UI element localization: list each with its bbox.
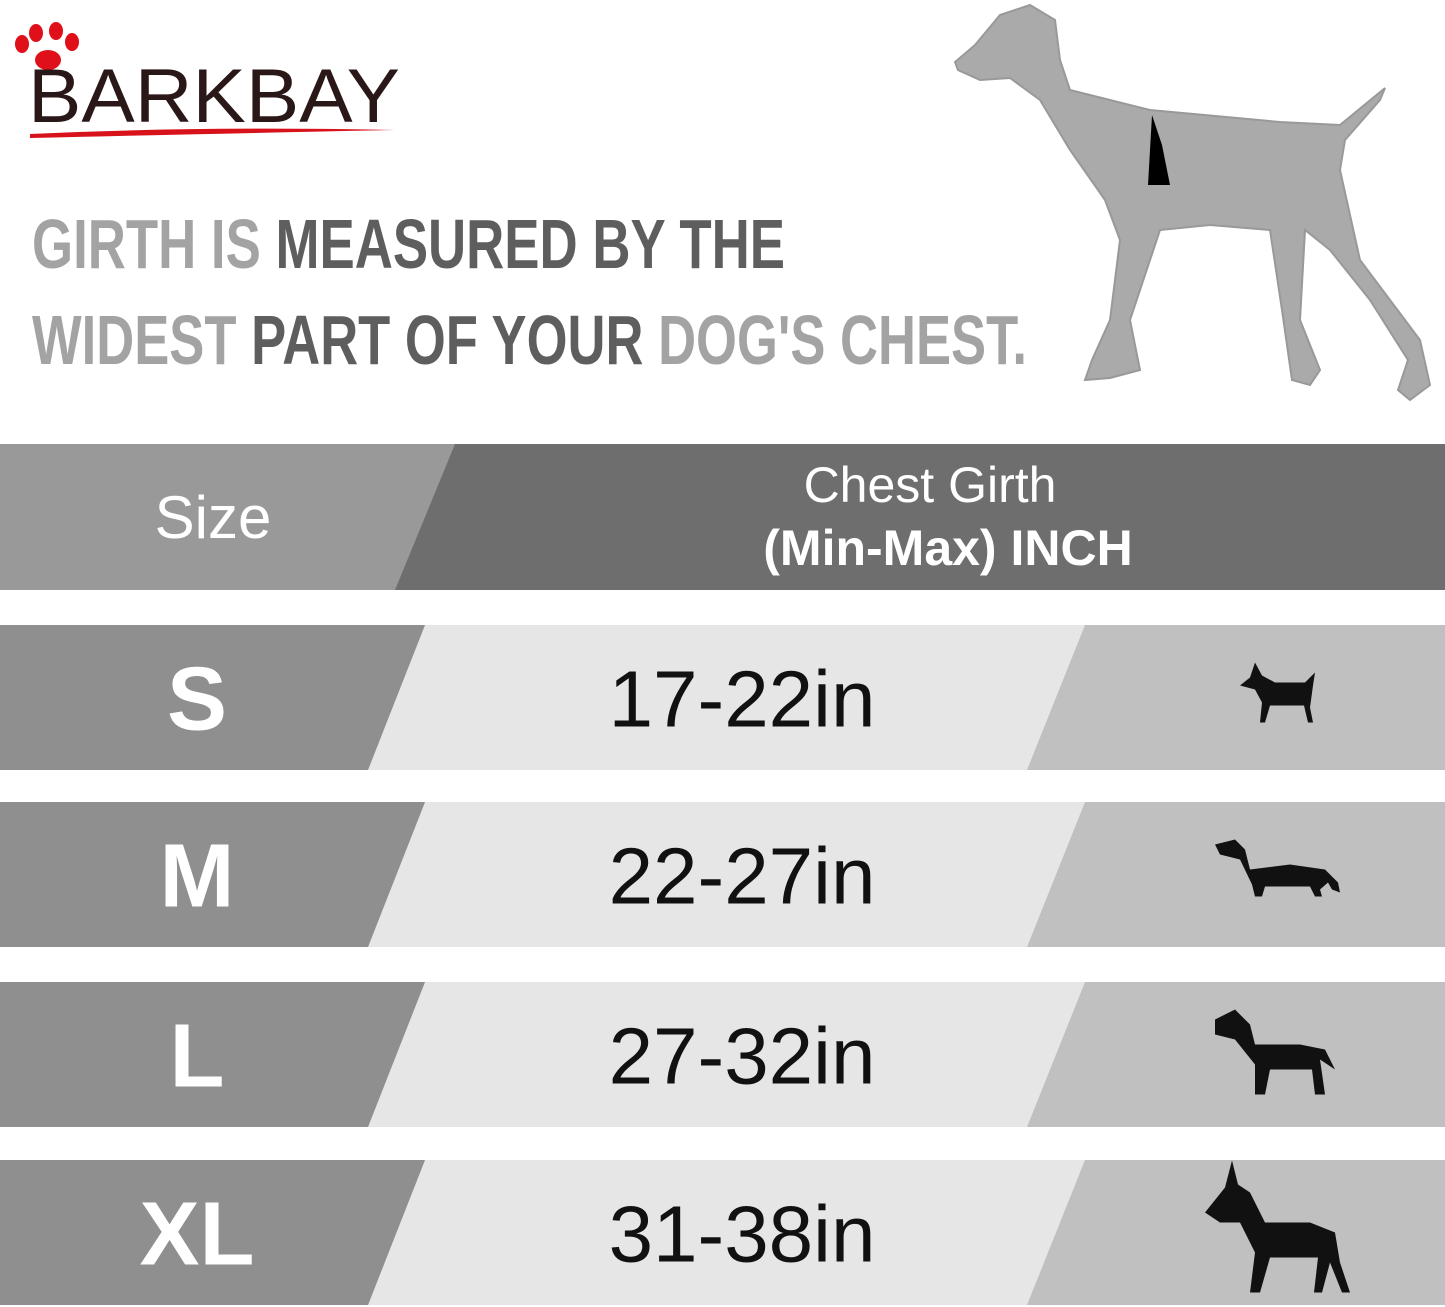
size-band (0, 625, 425, 770)
paw-icon (15, 22, 79, 70)
headline-line: GIRTH IS MEASURED BY THE (32, 205, 785, 283)
size-band (0, 802, 425, 947)
dog-illustration (953, 3, 1432, 402)
value-band (368, 982, 1085, 1127)
size-cell: L (170, 1007, 225, 1107)
headline-line: WIDEST PART OF YOUR DOG'S CHEST. (32, 301, 1027, 379)
logo: BARKBAY (15, 22, 400, 139)
size-cell: S (167, 650, 227, 750)
headline-segment: DOG'S CHEST. (658, 301, 1027, 379)
dog-icon (1240, 662, 1315, 723)
size-cell: M (160, 827, 235, 927)
table-row: XL 31-38in (0, 1160, 1445, 1305)
dog-icon (1215, 839, 1340, 897)
girth-cell: 22-27in (609, 832, 876, 921)
table-header: Size Chest Girth (Min-Max) INCH (0, 444, 1445, 590)
girth-cell: 17-22in (609, 655, 876, 744)
header-cell: Chest Girth (804, 457, 1057, 513)
girth-cell: 27-32in (609, 1012, 876, 1101)
header-cell: Size (155, 484, 272, 551)
brand: BARKBAY (28, 54, 400, 139)
value-band (368, 1160, 1085, 1305)
size-band (0, 1160, 425, 1305)
value-band (368, 802, 1085, 947)
underline (30, 128, 395, 138)
headline-segment: WIDEST (32, 301, 251, 379)
dog-icon (1215, 1009, 1335, 1095)
table-body: S 17-22in M 22-27in L 27-32in XL 31-38in (0, 625, 1445, 1305)
headline-segment: GIRTH IS (32, 205, 275, 283)
value-band (368, 625, 1085, 770)
dog-icon (1205, 1160, 1350, 1293)
girth-cell: 31-38in (609, 1190, 876, 1279)
header-cell: (Min-Max) INCH (763, 520, 1132, 576)
table-row: L 27-32in (0, 982, 1445, 1127)
headline-segment: MEASURED BY THE (275, 205, 785, 283)
table-row: S 17-22in (0, 625, 1445, 770)
size-band (0, 982, 425, 1127)
size-cell: XL (139, 1185, 254, 1285)
table-row: M 22-27in (0, 802, 1445, 947)
headline-segment: PART OF YOUR (251, 301, 658, 379)
